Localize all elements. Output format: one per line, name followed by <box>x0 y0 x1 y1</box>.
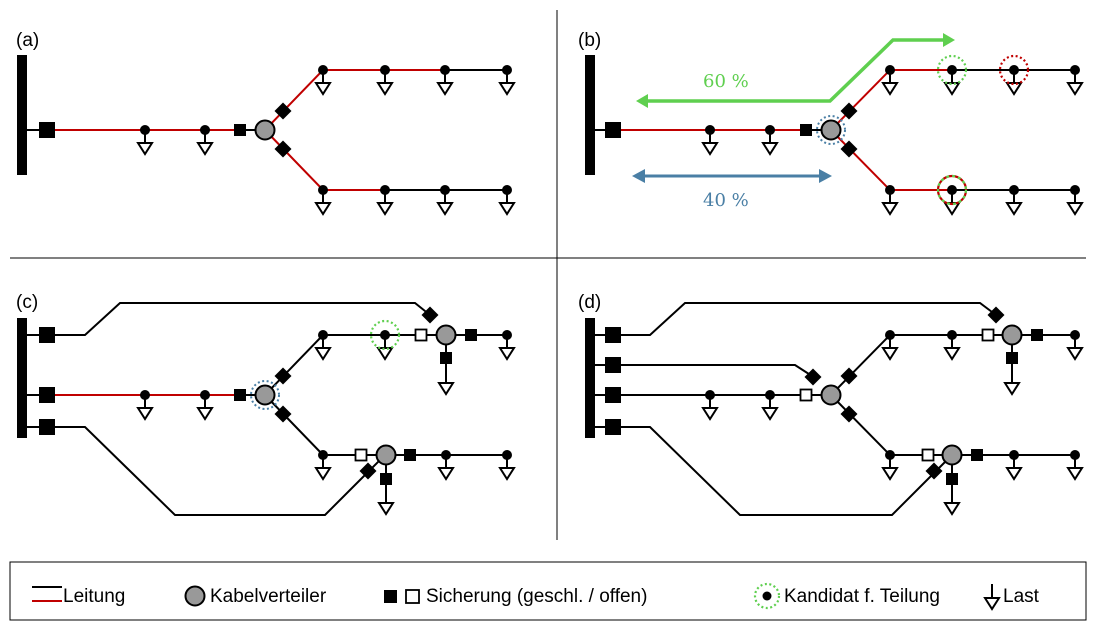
legend-distributor-icon <box>184 585 206 607</box>
panel-a-label: (a) <box>16 30 39 51</box>
percent-green: 60 % <box>703 71 749 92</box>
busbar <box>17 55 27 175</box>
cable-distributor <box>254 119 276 141</box>
legend-candidate-icon <box>753 582 781 610</box>
panel-c: (c) <box>16 292 515 516</box>
legend-load-icon <box>983 584 1001 611</box>
flow-arrow-green <box>648 38 945 103</box>
busbar <box>17 318 27 438</box>
legend: Leitung Kabelverteiler Sicherung (geschl… <box>9 561 1087 621</box>
legend-line-label: Leitung <box>63 586 125 607</box>
legend-distributor-label: Kabelverteiler <box>210 586 327 607</box>
panel-c-label: (c) <box>16 292 38 313</box>
legend-fuse-open-icon <box>405 589 420 604</box>
legend-load-label: Last <box>1003 586 1040 607</box>
candidate-ring-red <box>998 54 1030 86</box>
panel-a: (a) <box>16 30 515 215</box>
panel-b-label: (b) <box>578 30 601 51</box>
busbar <box>585 318 595 438</box>
percent-blue: 40 % <box>703 190 749 211</box>
legend-candidate-label: Kandidat f. Teilung <box>784 586 940 607</box>
panel-d-label: (d) <box>578 292 601 313</box>
candidate-ring-green <box>936 54 968 86</box>
panel-d: (d) <box>578 292 1083 516</box>
legend-fuse-label: Sicherung (geschl. / offen) <box>426 586 647 607</box>
busbar <box>585 55 595 175</box>
panel-b: (b) 60 % 40 <box>578 30 1083 215</box>
candidate-ring-blue <box>816 115 846 145</box>
legend-fuse-closed-icon <box>384 590 397 603</box>
